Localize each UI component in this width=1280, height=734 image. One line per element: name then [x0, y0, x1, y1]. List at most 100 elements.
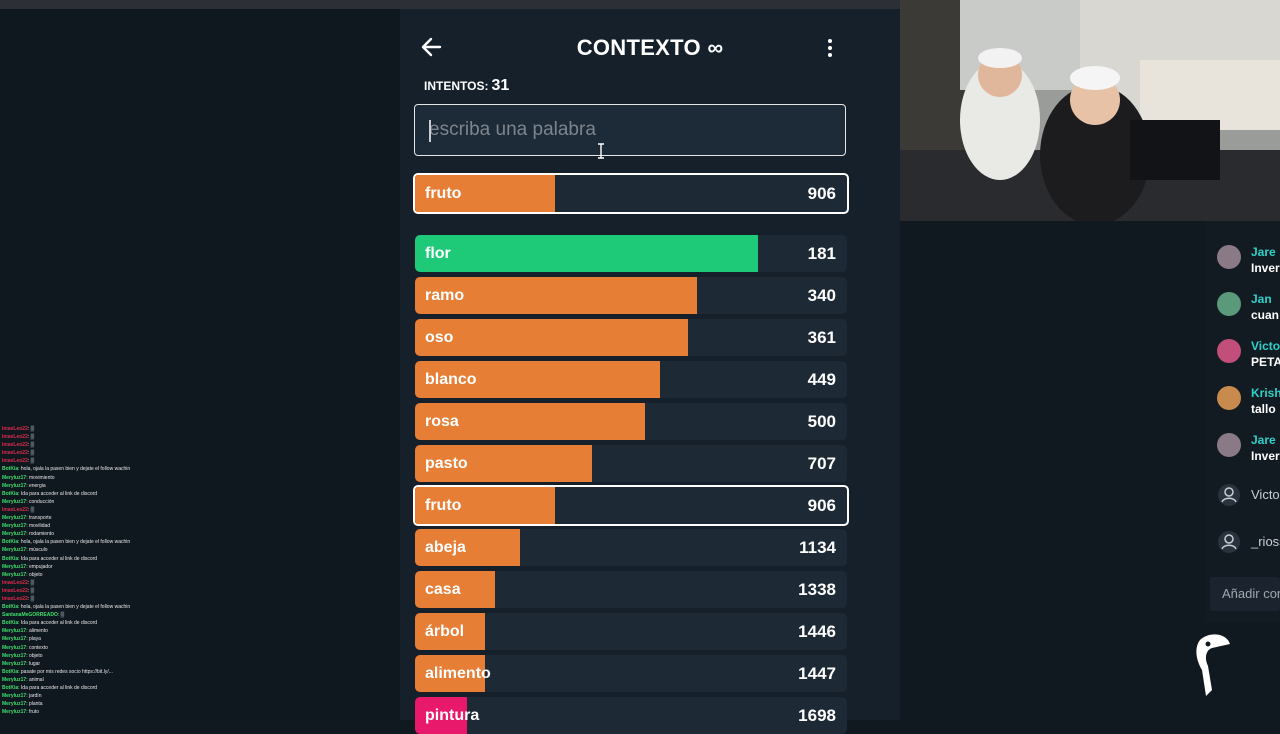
guess-score: 1446	[798, 621, 836, 641]
overlay-chat-line: ImaxLeo22: ▒	[2, 441, 202, 449]
overlay-chat-text: : alimento	[26, 628, 48, 635]
overlay-chat-user: Meryluz17	[2, 628, 27, 635]
overlay-chat-user: Meryluz17	[2, 571, 27, 578]
overlay-chat-user: BotKia	[2, 555, 19, 562]
overlay-chat-text: : músculo	[26, 547, 48, 554]
avatar[interactable]	[1217, 245, 1241, 269]
guess-word: pasto	[425, 454, 468, 472]
overlay-chat-line: Meryluz17: músculo	[2, 546, 202, 554]
overlay-chat-text: : playa	[26, 636, 41, 643]
overlay-chat-line: ImaxLeo22: ▒	[2, 506, 202, 514]
overlay-chat-user: Meryluz17	[2, 693, 27, 700]
overlay-chat-line: BotKia: hola, ojala la pasen bien y deja…	[2, 465, 202, 473]
guess-word: pintura	[425, 706, 480, 724]
overlay-chat-text: : pasate por mis redes socio https://bit…	[18, 668, 113, 675]
overlay-chat-text: : ▒	[27, 426, 35, 432]
overlay-chat-user: BotKia	[2, 685, 19, 691]
overlay-chat-text: : hola, ojala la pasen bien y dejate el …	[18, 466, 131, 473]
overlay-chat-text: : conducción	[26, 498, 55, 505]
overlay-chat-line: Meryluz17: contexto	[2, 644, 202, 652]
contexto-game: CONTEXTO ∞ INTENTOS:31 fruto 906 flor 181…	[400, 9, 900, 734]
guess-score: 707	[807, 453, 836, 473]
avatar[interactable]	[1217, 292, 1241, 316]
overlay-chat-line: BotKia: pasate por mis redes socio https…	[2, 668, 202, 676]
guess-row: pasto 707	[415, 445, 847, 482]
overlay-chat-text: : planta	[26, 701, 43, 708]
overlay-chat-text: : rodamiento	[26, 531, 54, 538]
overlay-chat-line: Meryluz17: movilidad	[2, 522, 202, 530]
chat-username[interactable]: Jan	[1251, 292, 1272, 306]
overlay-chat-text: : ▒	[27, 579, 35, 586]
guess-bar	[415, 655, 485, 692]
guess-word: rosa	[425, 412, 459, 430]
overlay-chat-line: Meryluz17: fruto	[2, 708, 202, 716]
overlay-chat-text: : objeto	[26, 652, 43, 659]
guess-word: casa	[425, 580, 461, 598]
overlay-chat-line: SantanaMeGORREADO: ▒	[2, 611, 202, 619]
toucan-logo-icon	[1196, 634, 1230, 696]
last-guess-bar	[415, 175, 555, 212]
overlay-chat-line: Meryluz17: planta	[2, 700, 202, 708]
top-bar	[0, 0, 900, 9]
chat-input[interactable]: Añadir cor	[1210, 577, 1280, 611]
chat-username[interactable]: Victo	[1251, 339, 1280, 353]
guess-bar	[415, 445, 592, 482]
overlay-chat-user: ImaxLeo22	[2, 450, 28, 457]
guess-score: 449	[807, 369, 836, 389]
overlay-chat-user: Meryluz17	[2, 482, 27, 489]
overlay-chat-line: Meryluz17: playa	[2, 635, 202, 643]
guess-score: 906	[807, 495, 836, 515]
overlay-chat-user: ImaxLeo22	[2, 506, 28, 513]
guess-word: alimento	[425, 664, 491, 682]
overlay-chat-user: BotKia	[2, 490, 19, 497]
chat-text: PETA	[1251, 355, 1280, 369]
more-options-icon[interactable]	[820, 37, 840, 59]
chat-text: cuan	[1251, 308, 1280, 322]
overlay-chat-text: : energia	[26, 482, 46, 489]
overlay-chat-line: Meryluz17: objeto	[2, 652, 202, 660]
overlay-chat-user: Meryluz17	[2, 636, 27, 643]
chat-username[interactable]: Jare	[1251, 433, 1276, 447]
overlay-chat-user: SantanaMeGORREADO	[2, 612, 58, 619]
overlay-chat-text: : ▒	[27, 458, 35, 465]
overlay-chat-user: ImaxLeo22	[2, 442, 28, 449]
avatar[interactable]	[1217, 339, 1241, 363]
word-input[interactable]	[414, 104, 846, 156]
mouse-cursor-icon	[598, 143, 604, 159]
overlay-chat-user: Meryluz17	[2, 498, 27, 505]
guess-bar	[415, 277, 697, 314]
guess-score: 1134	[799, 537, 836, 557]
overlay-chat-user: Meryluz17	[2, 474, 27, 481]
back-arrow-icon[interactable]	[420, 35, 442, 59]
overlay-chat-text: : Ida para acceder al link de discord	[18, 490, 98, 497]
chat-username[interactable]: Krish	[1251, 386, 1280, 400]
overlay-chat-text: : movimiento	[26, 474, 55, 481]
overlay-chat-text: : ▒	[27, 506, 35, 513]
guess-row: alimento 1447	[415, 655, 847, 692]
avatar[interactable]	[1217, 433, 1241, 457]
overlay-chat-text: : Ida para acceder al link de discord	[18, 620, 98, 627]
overlay-chat-text: : Ida para acceder al link de discord	[18, 555, 98, 562]
last-guess-score: 906	[807, 183, 836, 203]
overlay-chat-user: Meryluz17	[2, 644, 27, 651]
attempts-counter: INTENTOS: 31	[424, 77, 509, 95]
overlay-chat-user: Meryluz17	[2, 652, 27, 659]
chat-username[interactable]: Jare	[1251, 245, 1276, 259]
overlay-chat-user: ImaxLeo22	[2, 587, 28, 594]
text-caret	[429, 120, 431, 142]
attempts-label: INTENTOS:	[424, 79, 489, 93]
overlay-chat-text: : ▒	[27, 434, 35, 441]
overlay-chat-line: BotKia: hola, ojala la pasen bien y deja…	[2, 603, 202, 611]
last-guess-row: fruto 906	[413, 173, 849, 214]
overlay-chat-line: ImaxLeo22: ▒	[2, 449, 202, 457]
overlay-chat-text: : transporte	[26, 515, 52, 522]
stream-overlay-left: ImaxLeo22: ▒ ImaxLeo22: ▒ ImaxLeo22: ▒ Imax…	[0, 0, 400, 720]
chat-input-placeholder: Añadir cor	[1222, 586, 1280, 601]
overlay-chat-user: BotKia	[2, 466, 19, 473]
guess-word: árbol	[425, 622, 465, 640]
guess-word: oso	[425, 328, 454, 346]
overlay-chat-user: BotKia	[2, 668, 19, 675]
viewer-name: Victo	[1251, 487, 1280, 502]
overlay-chat-text: : movilidad	[26, 523, 51, 530]
avatar[interactable]	[1217, 386, 1241, 410]
